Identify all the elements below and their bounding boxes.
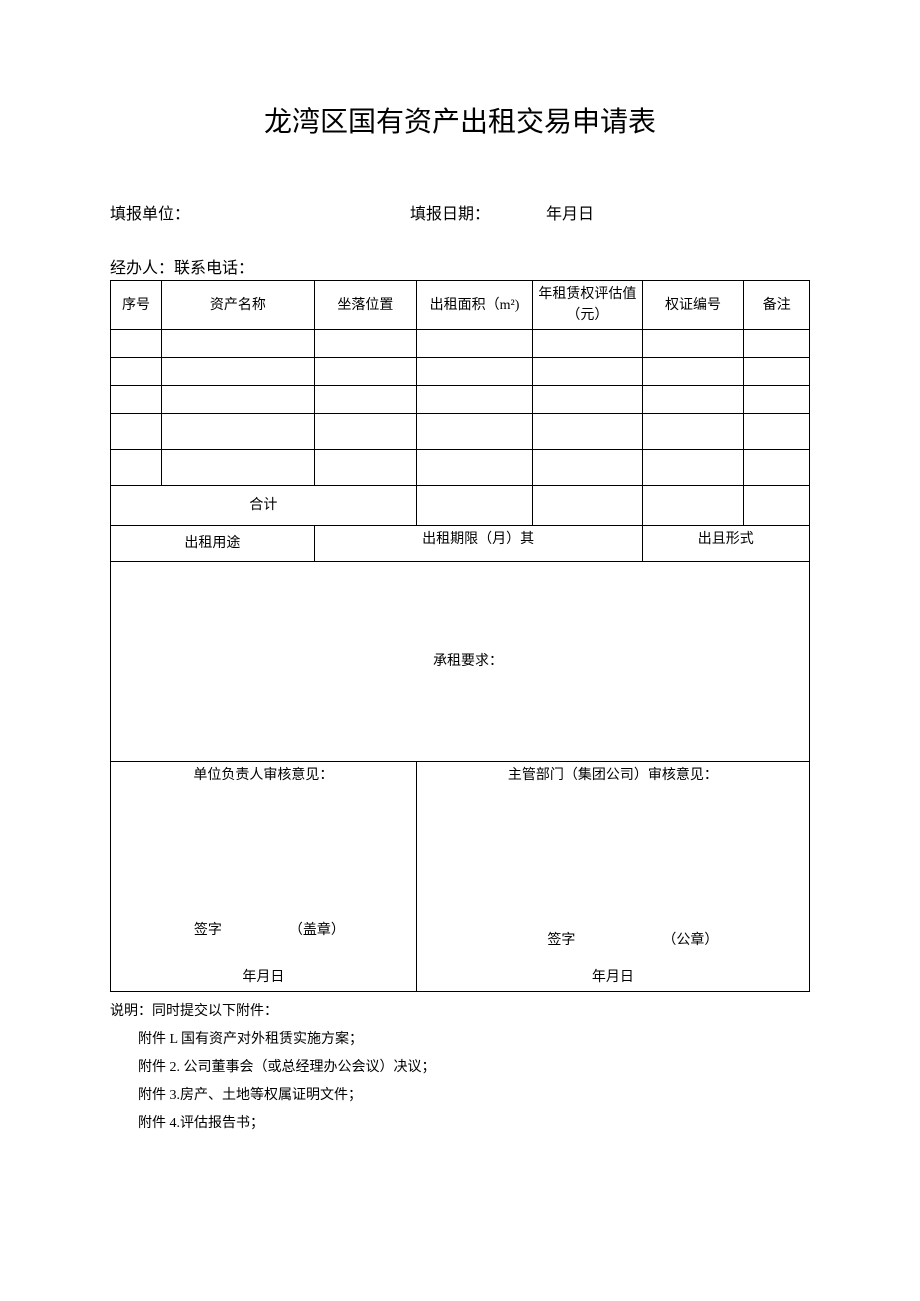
cell: [642, 386, 744, 414]
page-title: 龙湾区国有资产出租交易申请表: [110, 100, 810, 140]
cell: [314, 358, 416, 386]
cell: [533, 386, 642, 414]
handler-label: 经办人：联系电话：: [110, 260, 254, 277]
cell: [416, 414, 532, 450]
cell: [416, 450, 532, 486]
cell: [642, 450, 744, 486]
application-table: 序号 资产名称 坐落位置 出租面积（m²) 年租赁权评估值（元） 权证编号 备注…: [110, 280, 810, 992]
cell: [642, 414, 744, 450]
total-area: [416, 486, 532, 526]
cell: [416, 386, 532, 414]
header-location: 坐落位置: [314, 281, 416, 330]
review-date: 年月日: [115, 949, 412, 988]
header-area: 出租面积（m²): [416, 281, 532, 330]
header-valuation: 年租赁权评估值（元）: [533, 281, 642, 330]
cell: [161, 414, 314, 450]
cell: [111, 450, 162, 486]
header-cert-no: 权证编号: [642, 281, 744, 330]
cell: [314, 414, 416, 450]
cell: [642, 358, 744, 386]
cell: [111, 330, 162, 358]
dept-label: 主管部门（集团公司）审核意见：: [421, 765, 805, 786]
note-item: 附件 4.评估报告书；: [110, 1110, 810, 1138]
header-remark: 备注: [744, 281, 810, 330]
cell: [111, 358, 162, 386]
unit-leader-review-cell: 单位负责人审核意见： 签字 （盖章） 年月日: [111, 762, 417, 992]
date-label: 填报日期：: [410, 206, 490, 223]
cell: [416, 358, 532, 386]
usage-form-label: 出且形式: [642, 526, 810, 562]
cell: [161, 450, 314, 486]
cell: [744, 450, 810, 486]
cell: [314, 386, 416, 414]
notes-intro: 说明：同时提交以下附件：: [110, 998, 810, 1026]
date-value: 年月日: [546, 206, 594, 223]
header-seq: 序号: [111, 281, 162, 330]
cell: [533, 414, 642, 450]
meta-row-2: 经办人：联系电话：: [110, 254, 810, 278]
cell: [744, 330, 810, 358]
usage-purpose-label: 出租用途: [111, 526, 315, 562]
note-item: 附件 2. 公司董事会（或总经理办公会议）决议；: [110, 1054, 810, 1082]
requirements-cell: 承租要求：: [111, 562, 810, 762]
cell: [533, 358, 642, 386]
usage-term-label: 出租期限（月）其: [314, 526, 642, 562]
sign-label: 签字: [194, 923, 222, 938]
note-item: 附件 L 国有资产对外租赁实施方案；: [110, 1026, 810, 1054]
total-valuation: [533, 486, 642, 526]
cell: [161, 358, 314, 386]
cell: [161, 386, 314, 414]
cell: [744, 414, 810, 450]
cell: [533, 450, 642, 486]
cell: [314, 450, 416, 486]
meta-row-1: 填报单位： 填报日期： 年月日: [110, 200, 810, 224]
dept-review-cell: 主管部门（集团公司）审核意见： 签字 （公章） 年月日: [416, 762, 809, 992]
stamp-label: （盖章）: [289, 923, 345, 938]
stamp-label: （公章）: [662, 933, 718, 948]
notes-section: 说明：同时提交以下附件： 附件 L 国有资产对外租赁实施方案； 附件 2. 公司…: [110, 998, 810, 1138]
total-cert: [642, 486, 744, 526]
cell: [533, 330, 642, 358]
cell: [744, 386, 810, 414]
review-date: 年月日: [421, 951, 805, 988]
unit-leader-label: 单位负责人审核意见：: [115, 765, 412, 786]
requirements-label: 承租要求：: [115, 651, 805, 672]
sign-label: 签字: [547, 933, 575, 948]
cell: [416, 330, 532, 358]
total-label: 合计: [111, 486, 417, 526]
note-item: 附件 3.房产、土地等权属证明文件；: [110, 1082, 810, 1110]
cell: [642, 330, 744, 358]
total-remark: [744, 486, 810, 526]
unit-label: 填报单位：: [110, 206, 190, 223]
cell: [744, 358, 810, 386]
cell: [314, 330, 416, 358]
cell: [111, 386, 162, 414]
header-asset-name: 资产名称: [161, 281, 314, 330]
cell: [161, 330, 314, 358]
cell: [111, 414, 162, 450]
